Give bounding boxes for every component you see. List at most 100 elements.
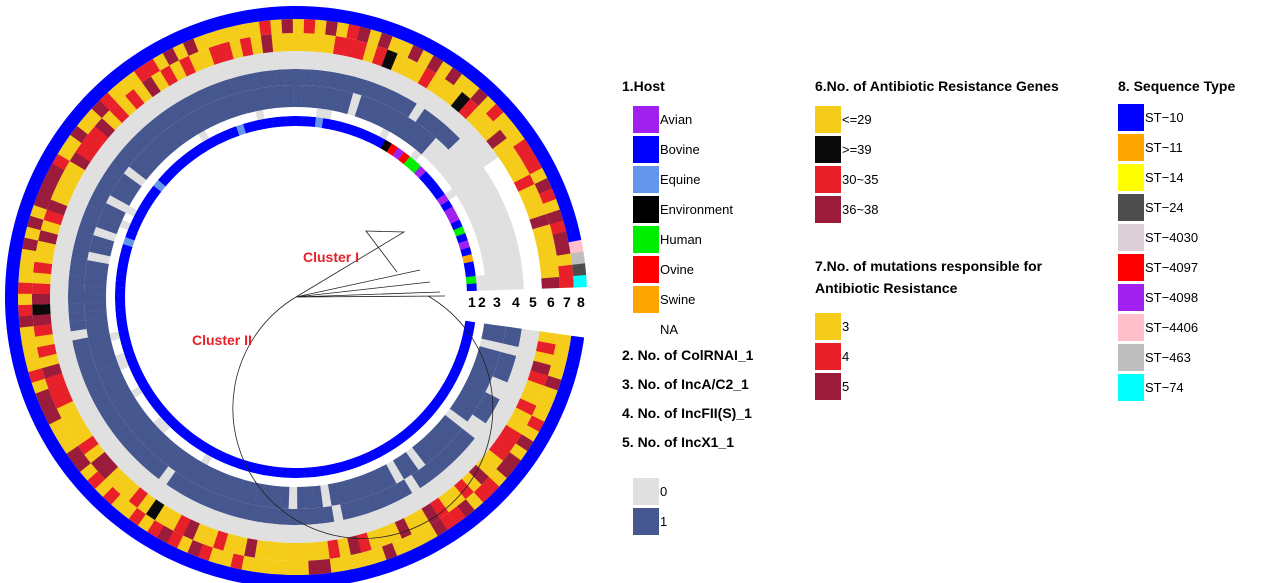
ring-cell	[403, 121, 423, 145]
ring-cell	[423, 420, 435, 433]
ring-cell	[80, 212, 100, 227]
ring-cell	[93, 496, 112, 515]
ring-cell	[320, 484, 332, 508]
ring-cell	[60, 436, 78, 454]
ring-cell	[350, 476, 366, 501]
ring-cell	[450, 91, 471, 113]
ring-cell	[11, 223, 28, 238]
ring-cell	[400, 440, 413, 453]
ring-cell	[250, 120, 260, 132]
ring-cell	[30, 167, 47, 184]
ring-cell	[419, 171, 432, 184]
ring-cell	[161, 157, 174, 170]
ring-cell	[50, 189, 72, 207]
ring-cell	[115, 272, 127, 282]
ring-cell	[192, 437, 205, 450]
ring-cell	[426, 165, 439, 177]
ring-cell	[50, 283, 69, 295]
ring-cell	[293, 85, 303, 108]
ring-cell	[74, 99, 92, 118]
ring-cell	[8, 338, 24, 353]
ring-cell	[165, 124, 186, 148]
ring-cell	[38, 229, 59, 245]
ring-cell	[111, 511, 129, 530]
ring-cell	[520, 328, 540, 342]
ring-cell	[326, 7, 341, 23]
ring-cell	[39, 398, 57, 415]
ring-cell	[429, 119, 447, 138]
ring-cell	[221, 463, 233, 475]
ring-cell	[71, 248, 89, 261]
ring-cell	[77, 401, 98, 419]
ring-cell	[286, 107, 295, 117]
ring-cell	[87, 125, 109, 146]
ring-cell	[292, 18, 305, 34]
ring-cell	[324, 87, 337, 111]
ring-cell	[383, 440, 395, 453]
ring-cell	[158, 129, 180, 153]
ring-cell	[431, 170, 444, 183]
ring-cell	[331, 504, 344, 522]
ring-cell	[210, 15, 226, 32]
ring-cell	[229, 39, 244, 60]
ring-number-label: 4	[512, 294, 520, 310]
ring-cell	[535, 341, 556, 356]
ring-cell	[436, 194, 450, 206]
ring-cell	[163, 509, 182, 531]
ring-cell	[74, 345, 92, 359]
ring-cell	[498, 146, 520, 166]
ring-cell	[119, 501, 138, 520]
ring-cell	[368, 132, 380, 146]
ring-cell	[394, 432, 407, 445]
ring-cell	[212, 471, 229, 496]
ring-cell	[357, 473, 374, 498]
ring-cell	[532, 224, 553, 240]
ring-cell	[32, 272, 52, 285]
ring-cell	[383, 108, 402, 132]
ring-cell	[417, 425, 430, 438]
ring-cell	[54, 427, 73, 445]
ring-cell	[120, 518, 138, 537]
ring-cell	[115, 294, 126, 303]
ring-cell	[327, 71, 340, 89]
ring-cell	[91, 100, 110, 119]
ring-cell	[116, 315, 127, 325]
ring-cell	[458, 389, 482, 408]
ring-cell	[540, 266, 560, 279]
ring-cell	[160, 65, 179, 87]
ring-cell	[421, 524, 438, 542]
ring-cell	[129, 109, 149, 130]
ring-cell	[153, 179, 166, 192]
ring-cell	[115, 280, 126, 289]
ring-cell	[107, 316, 118, 326]
ring-cell	[125, 410, 149, 431]
ring-cell	[252, 557, 266, 574]
ring-cell	[468, 438, 489, 458]
ring-cell	[435, 61, 453, 80]
ring-cell	[118, 173, 142, 193]
ring-cell	[303, 467, 312, 478]
ring-cell	[146, 393, 159, 406]
ring-cell	[371, 16, 387, 33]
ring-cell	[454, 378, 466, 390]
cluster-ii-label: Cluster II	[192, 332, 252, 348]
ring-cell	[127, 223, 140, 234]
ring-cell	[106, 302, 116, 311]
ring-cell	[113, 345, 124, 356]
ring-cell	[335, 120, 346, 133]
phylogenetic-tree	[232, 230, 494, 539]
ring-cell	[462, 421, 481, 439]
ring-cell	[519, 248, 540, 262]
ring-cell	[509, 165, 530, 183]
ring-cell	[500, 120, 519, 139]
ring-cell	[383, 70, 401, 91]
ring-cell	[513, 174, 535, 192]
ring-cell	[23, 347, 40, 362]
ring-cell	[527, 370, 549, 387]
ring-cell	[243, 470, 254, 482]
ring-cell	[134, 153, 157, 175]
ring-cell	[505, 261, 523, 273]
ring-cell	[282, 33, 294, 52]
ring-cell	[181, 441, 194, 454]
ring-cell	[473, 259, 484, 269]
